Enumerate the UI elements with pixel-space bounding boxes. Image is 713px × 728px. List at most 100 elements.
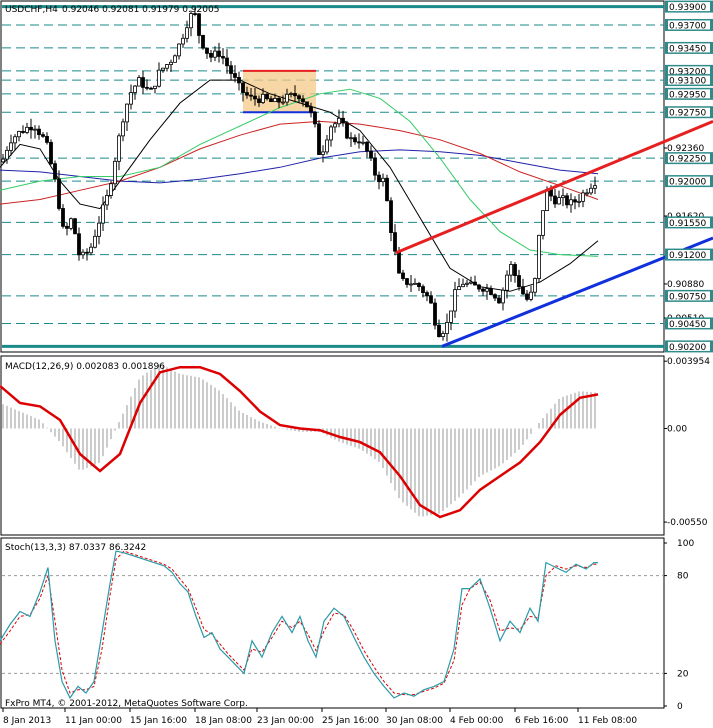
level-tag-label: 0.93100 [669,77,706,87]
candle-body [193,13,197,15]
candle-body [493,294,497,299]
candle-body [133,85,137,93]
level-tag-label: 0.92750 [669,109,706,119]
time-axis: 8 Jan 2013 11 Jan 00:00 15 Jan 16:00 18 Jan… [2,708,637,726]
candle-body [269,98,273,103]
level-tag-label: 0.90750 [669,292,706,302]
candle-body [365,141,369,152]
candle-body [573,199,577,203]
stoch-tick-label: 100 [677,539,694,549]
candle-body [249,94,253,97]
price-tick-label: 0.92360 [667,144,704,154]
level-tag-inner [668,75,710,85]
candle-body [577,200,581,203]
candle-body [349,137,353,140]
candle-body [429,295,433,304]
candle-body [313,111,317,125]
candle-body [409,283,413,286]
candle-body [505,274,509,291]
candle-body [89,246,93,254]
candle-body [205,47,209,54]
price-chart: 0.923600.916200.908800.905100.939000.937… [0,0,713,353]
candle-body [273,98,277,103]
ma-red-line [0,120,599,205]
candle-body [397,250,401,274]
time-tick-label: 11 Jan 00:00 [65,716,122,726]
level-tag-label: 0.93200 [669,67,706,77]
candle-body [557,197,561,205]
candle-body [337,117,341,125]
candle-body [277,98,281,103]
candle-body [301,98,305,103]
candle-body [121,121,125,137]
candle-body [533,278,537,293]
level-tag-inner [668,43,710,53]
candle-body [241,82,245,93]
level-tag-inner [668,153,710,163]
candle-body [525,293,529,300]
candle-body [209,52,213,58]
candle-body [29,126,33,131]
candle-body [293,93,297,97]
candle-body [421,286,425,293]
level-tag-inner [668,89,710,99]
candle-body [105,195,109,206]
candle-body [457,286,461,291]
candle-body [289,93,293,95]
candle-body [45,135,49,143]
time-tick-label: 4 Feb 00:00 [450,716,504,726]
candle-body [161,67,165,71]
candle-body [329,126,333,141]
candle-body [49,141,53,165]
candle-body [393,232,397,252]
candle-body [229,65,233,74]
candle-body [53,163,57,180]
candle-body [153,85,157,89]
candle-body [305,101,309,108]
candle-body [213,50,217,58]
level-tag-label: 0.93700 [669,21,706,31]
candle-body [21,131,25,133]
candle-body [565,195,569,206]
level-tag-inner [668,176,710,186]
stoch-title: Stoch(13,3,3) 87.0337 86.3242 [5,543,146,553]
stoch-panel-frame [0,537,665,709]
candle-body [73,218,77,235]
candle-body [225,57,229,67]
level-tag-label: 0.93900 [669,3,706,13]
candle-body [413,282,417,285]
candle-body [5,149,9,160]
candle-body [521,286,525,295]
time-tick-label: 11 Feb 08:00 [578,716,637,726]
ma-green-line [0,88,599,257]
candle-body [585,192,589,195]
symbol-label: USDCHF,H4 [5,5,58,15]
time-tick-label: 6 Feb 16:00 [515,716,569,726]
candle-body [109,183,113,196]
macd-tick-label: -0.00550 [667,518,708,528]
candle-body [253,95,257,100]
candle-body [453,289,457,312]
candle-body [113,160,117,185]
candle-body [129,92,133,105]
level-tag-inner [668,318,710,328]
candle-body [33,128,37,131]
level-tag-inner [668,66,710,76]
candle-body [285,93,289,103]
candle-body [233,73,237,78]
candle-body [465,282,469,285]
candle-body [165,64,169,69]
candle-body [297,95,301,100]
level-tag-inner [668,2,710,12]
candle-body [425,292,429,297]
candle-body [485,288,489,292]
copyright-text: FxPro MT4, © 2001-2012, MetaQuotes Softw… [5,699,248,709]
macd-tick-label: 0.00 [667,424,687,434]
trendline-red [395,120,713,255]
candle-body [173,55,177,63]
candle-body [261,93,265,103]
candle-body [157,69,161,87]
candle-body [353,137,357,143]
candle-body [405,278,409,285]
level-tag-label: 0.90450 [669,320,706,330]
